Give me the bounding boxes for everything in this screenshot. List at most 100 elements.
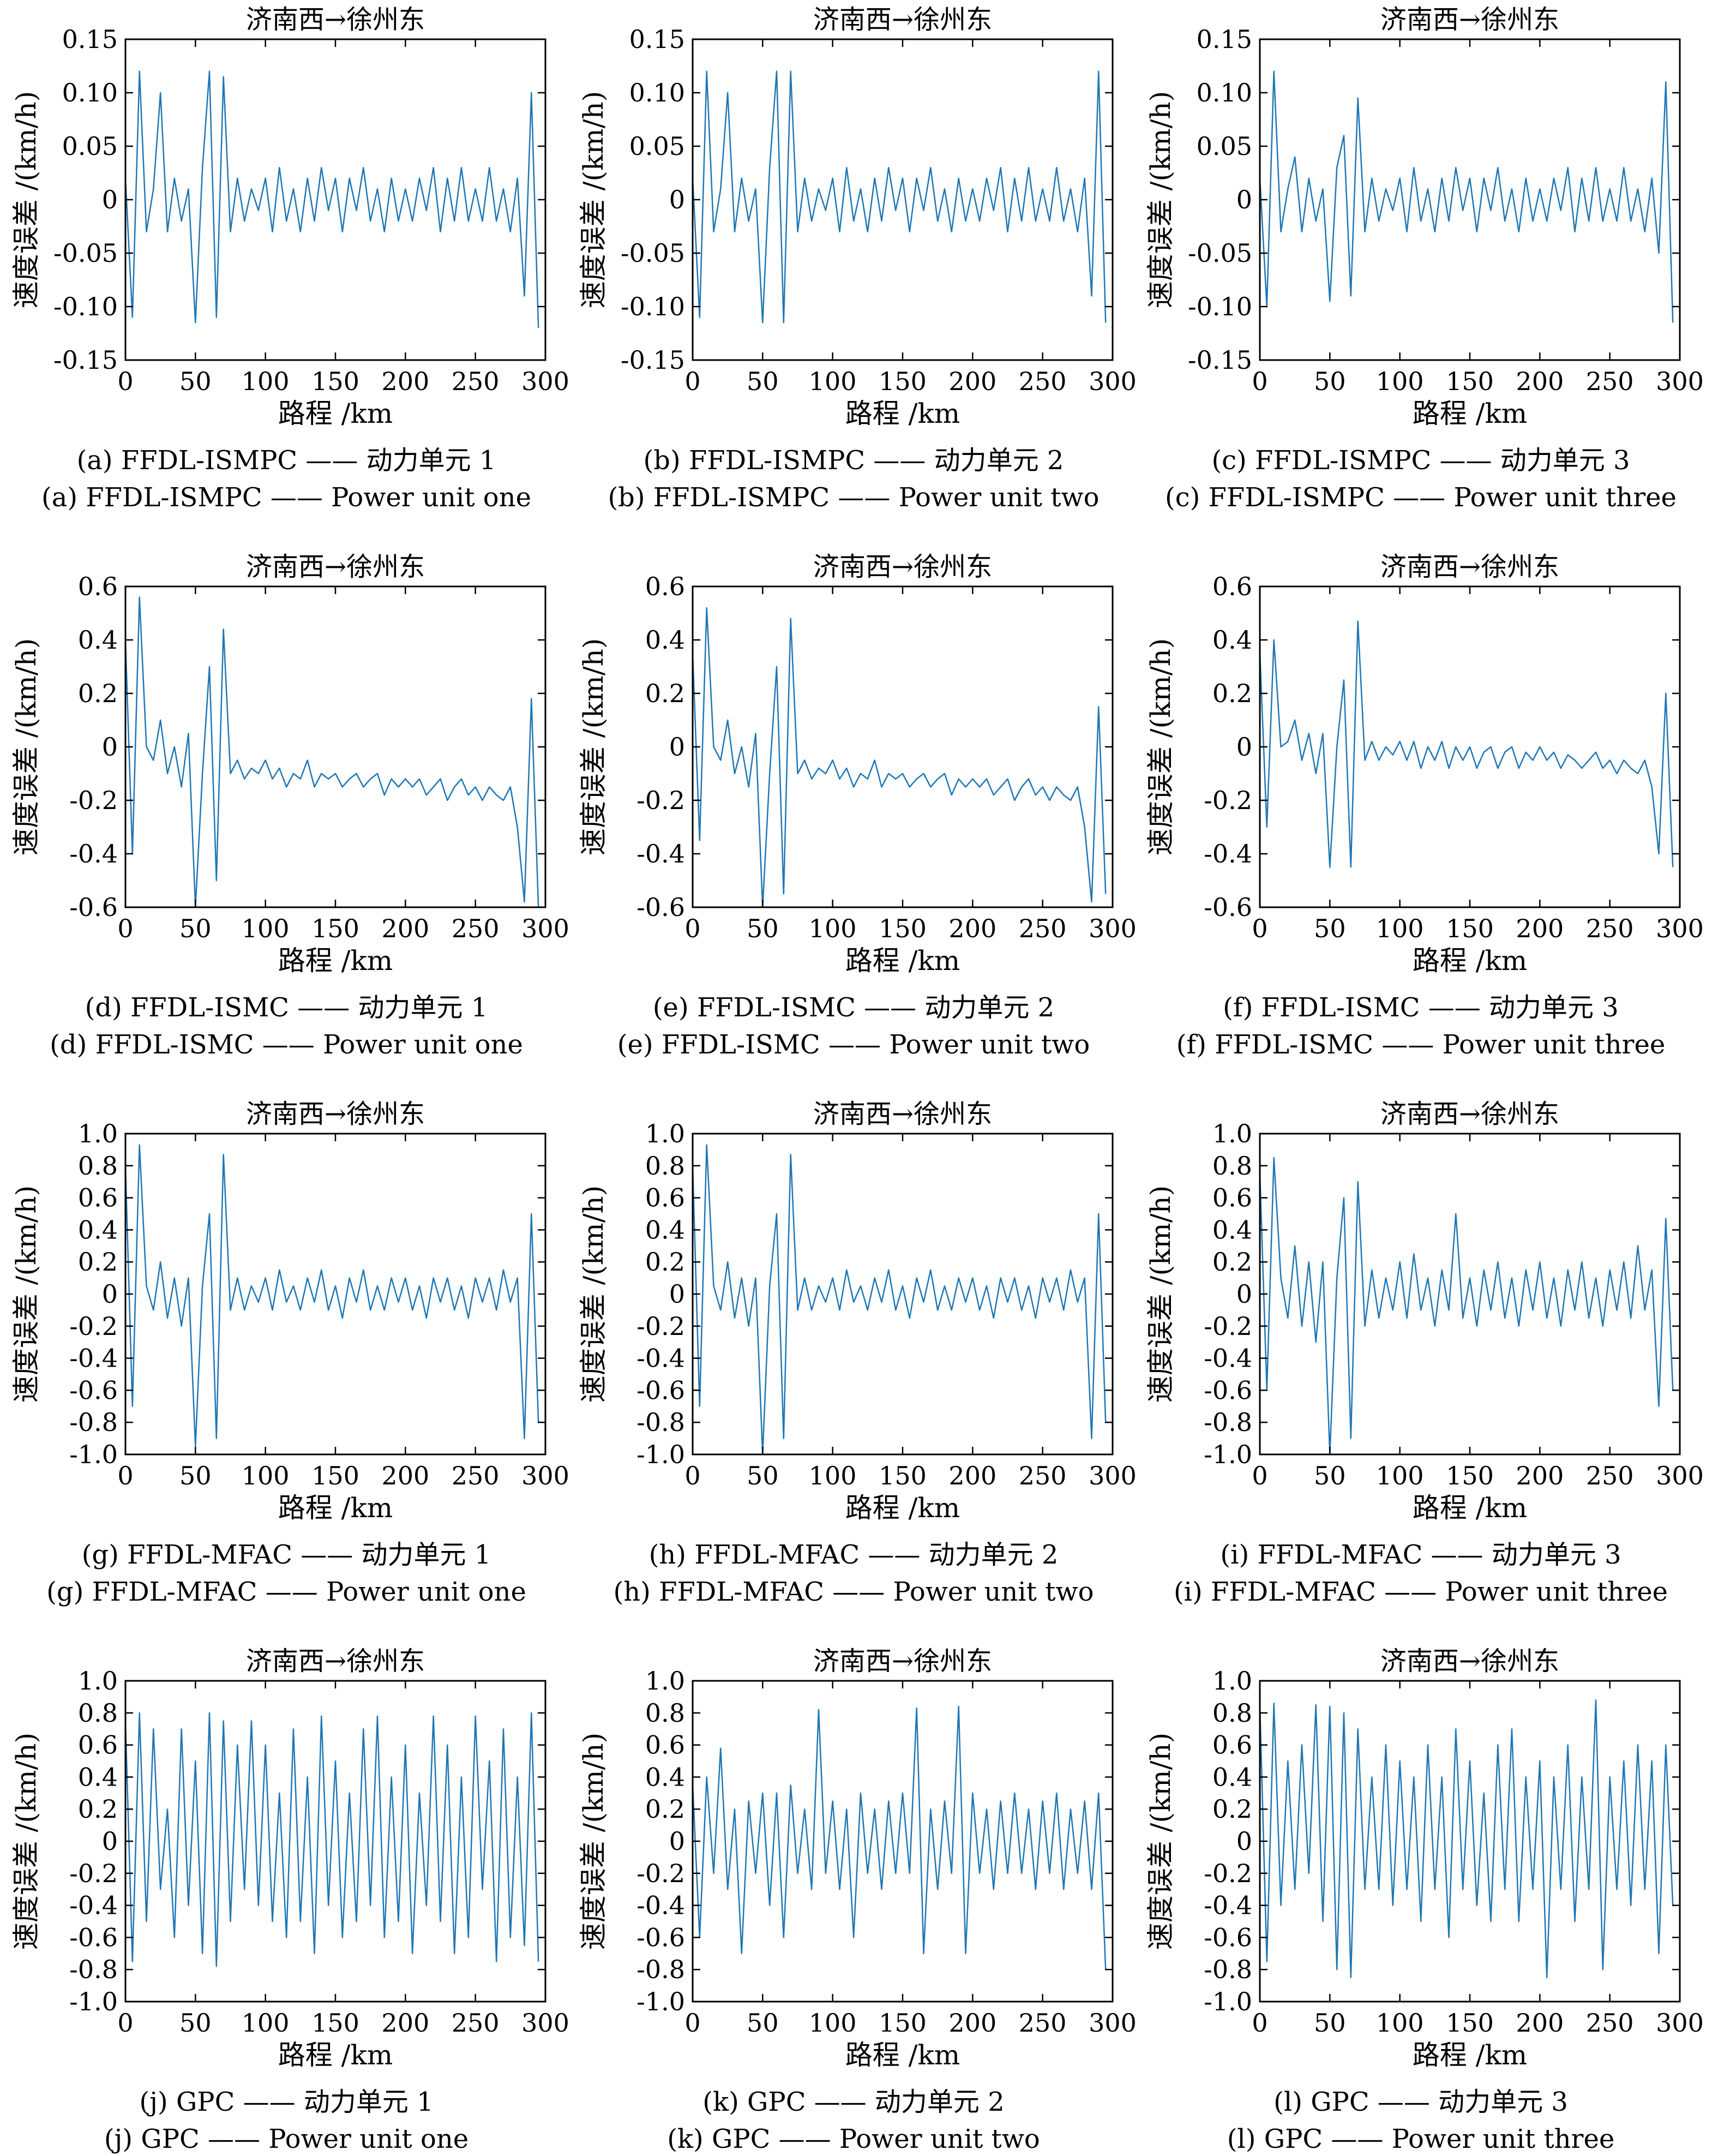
x-tick-label: 50 [179, 1461, 212, 1490]
y-tick-label: -0.2 [1204, 1859, 1252, 1888]
y-tick-label: -0.2 [636, 1311, 685, 1341]
x-tick-label: 0 [1252, 2008, 1268, 2038]
y-tick-label: -0.6 [69, 1923, 118, 1952]
y-tick-label: -0.8 [69, 1955, 118, 1984]
y-tick-label: 0.4 [645, 1215, 685, 1244]
chart-title: 济南西→徐州东 [246, 1099, 425, 1129]
y-tick-label: 0.8 [1212, 1698, 1252, 1728]
x-tick-label: 300 [521, 2008, 569, 2038]
y-tick-label: -0.4 [1204, 1891, 1252, 1920]
y-tick-label: -0.8 [636, 1408, 685, 1437]
caption-en: (c) FFDL-ISMPC —— Power unit three [1165, 482, 1677, 513]
chart-title: 济南西→徐州东 [813, 1099, 992, 1129]
y-tick-label: 0.8 [78, 1698, 118, 1728]
axes-box [1259, 1680, 1681, 2003]
x-axis-label: 路程 /km [1413, 945, 1527, 977]
y-tick-label: -0.2 [69, 1859, 118, 1888]
x-tick-label: 150 [1446, 2008, 1494, 2038]
x-tick-label: 0 [1252, 914, 1268, 943]
x-tick-label: 50 [1314, 367, 1346, 396]
y-tick-label: -1.0 [636, 1987, 685, 2016]
y-tick-label: 0.6 [1212, 1183, 1252, 1213]
y-tick-label: -0.2 [1204, 786, 1252, 815]
x-tick-label: 150 [879, 367, 927, 396]
y-tick-label: 0.4 [1212, 1215, 1252, 1244]
y-tick-label: -0.4 [636, 839, 685, 869]
y-tick-label: 0.15 [1197, 25, 1252, 54]
y-tick-label: 0.8 [645, 1151, 685, 1181]
x-tick-label: 100 [242, 367, 290, 396]
y-tick-label: 0.6 [645, 1183, 685, 1213]
x-tick-label: 150 [879, 914, 927, 943]
y-tick-label: 0.4 [1212, 625, 1252, 655]
caption-cn: (e) FFDL-ISMC —— 动力单元 2 [653, 992, 1054, 1023]
x-tick-label: 100 [809, 914, 857, 943]
y-axis-label: 速度误差 /(km/h) [10, 91, 42, 309]
x-tick-label: 50 [1314, 1461, 1346, 1490]
y-axis-label: 速度误差 /(km/h) [578, 91, 609, 309]
series-line-0 [1259, 1699, 1674, 1979]
y-tick-label: -0.15 [621, 345, 685, 375]
x-tick-label: 50 [747, 367, 779, 396]
x-tick-label: 50 [179, 367, 212, 396]
y-tick-label: 1.0 [1212, 1119, 1252, 1148]
chart-panel-3: 济南西→徐州东 0 50 100 150 200 250 300 -0.6 -0.4 -0.2 0 0.… [10, 552, 569, 1060]
x-axis-label: 路程 /km [278, 1492, 393, 1524]
series-line-0 [124, 70, 539, 328]
y-tick-label: 0 [1236, 1826, 1252, 1856]
y-tick-label: 0.05 [629, 131, 685, 161]
chart-title: 济南西→徐州东 [813, 552, 992, 582]
chart-title: 济南西→徐州东 [813, 4, 992, 35]
y-tick-label: -0.8 [636, 1955, 685, 1984]
caption-cn: (k) GPC —— 动力单元 2 [702, 2087, 1004, 2117]
y-tick-label: 0 [669, 185, 685, 214]
y-tick-label: -0.15 [1188, 345, 1252, 375]
x-tick-label: 200 [1516, 914, 1564, 943]
x-tick-label: 250 [452, 1461, 500, 1490]
x-tick-label: 250 [1586, 914, 1634, 943]
x-tick-label: 300 [1656, 367, 1704, 396]
series-line-0 [692, 607, 1107, 908]
x-tick-label: 0 [684, 1461, 700, 1490]
series-line-0 [124, 1712, 539, 1967]
y-axis-label: 速度误差 /(km/h) [10, 638, 42, 856]
x-tick-label: 200 [381, 367, 429, 396]
series-line-0 [1259, 620, 1674, 868]
x-tick-label: 300 [1089, 2008, 1137, 2038]
y-tick-label: -0.10 [1188, 292, 1252, 321]
y-tick-label: -0.4 [1204, 839, 1252, 869]
x-tick-label: 250 [452, 2008, 500, 2038]
y-tick-label: 0.05 [62, 131, 118, 161]
x-tick-label: 100 [1376, 2008, 1424, 2038]
chart-panel-4: 济南西→徐州东 0 50 100 150 200 250 300 -0.6 -0.4 -0.2 0 0.… [578, 552, 1137, 1060]
x-tick-label: 250 [1019, 914, 1067, 943]
y-tick-label: 0.6 [1212, 572, 1252, 601]
y-tick-label: 1.0 [1212, 1666, 1252, 1696]
y-tick-label: 0.05 [1197, 131, 1252, 161]
y-tick-label: 0.15 [62, 25, 118, 54]
x-tick-label: 150 [879, 2008, 927, 2038]
x-tick-label: 150 [1446, 367, 1494, 396]
y-tick-label: -0.4 [636, 1891, 685, 1920]
x-axis-label: 路程 /km [845, 398, 960, 429]
caption-cn: (f) FFDL-ISMC —— 动力单元 3 [1223, 992, 1619, 1023]
y-tick-label: -0.6 [636, 1923, 685, 1952]
x-tick-label: 150 [311, 914, 359, 943]
caption-en: (l) GPC —— Power unit three [1227, 2124, 1615, 2154]
x-tick-label: 300 [1656, 914, 1704, 943]
x-tick-label: 0 [117, 2008, 133, 2038]
y-tick-label: -0.2 [69, 1311, 118, 1341]
chart-title: 济南西→徐州东 [246, 4, 425, 35]
chart-panel-1: 济南西→徐州东 0 50 100 150 200 250 300 -0.15 -0.10 -0.05… [578, 4, 1137, 513]
x-tick-label: 0 [117, 914, 133, 943]
x-tick-label: 250 [452, 914, 500, 943]
caption-en: (f) FFDL-ISMC —— Power unit three [1176, 1029, 1666, 1060]
chart-title: 济南西→徐州东 [1380, 1646, 1559, 1676]
caption-cn: (d) FFDL-ISMC —— 动力单元 1 [85, 992, 488, 1023]
y-axis-label: 速度误差 /(km/h) [578, 638, 609, 856]
y-tick-label: -0.6 [1204, 893, 1252, 922]
y-tick-label: 1.0 [645, 1119, 685, 1148]
